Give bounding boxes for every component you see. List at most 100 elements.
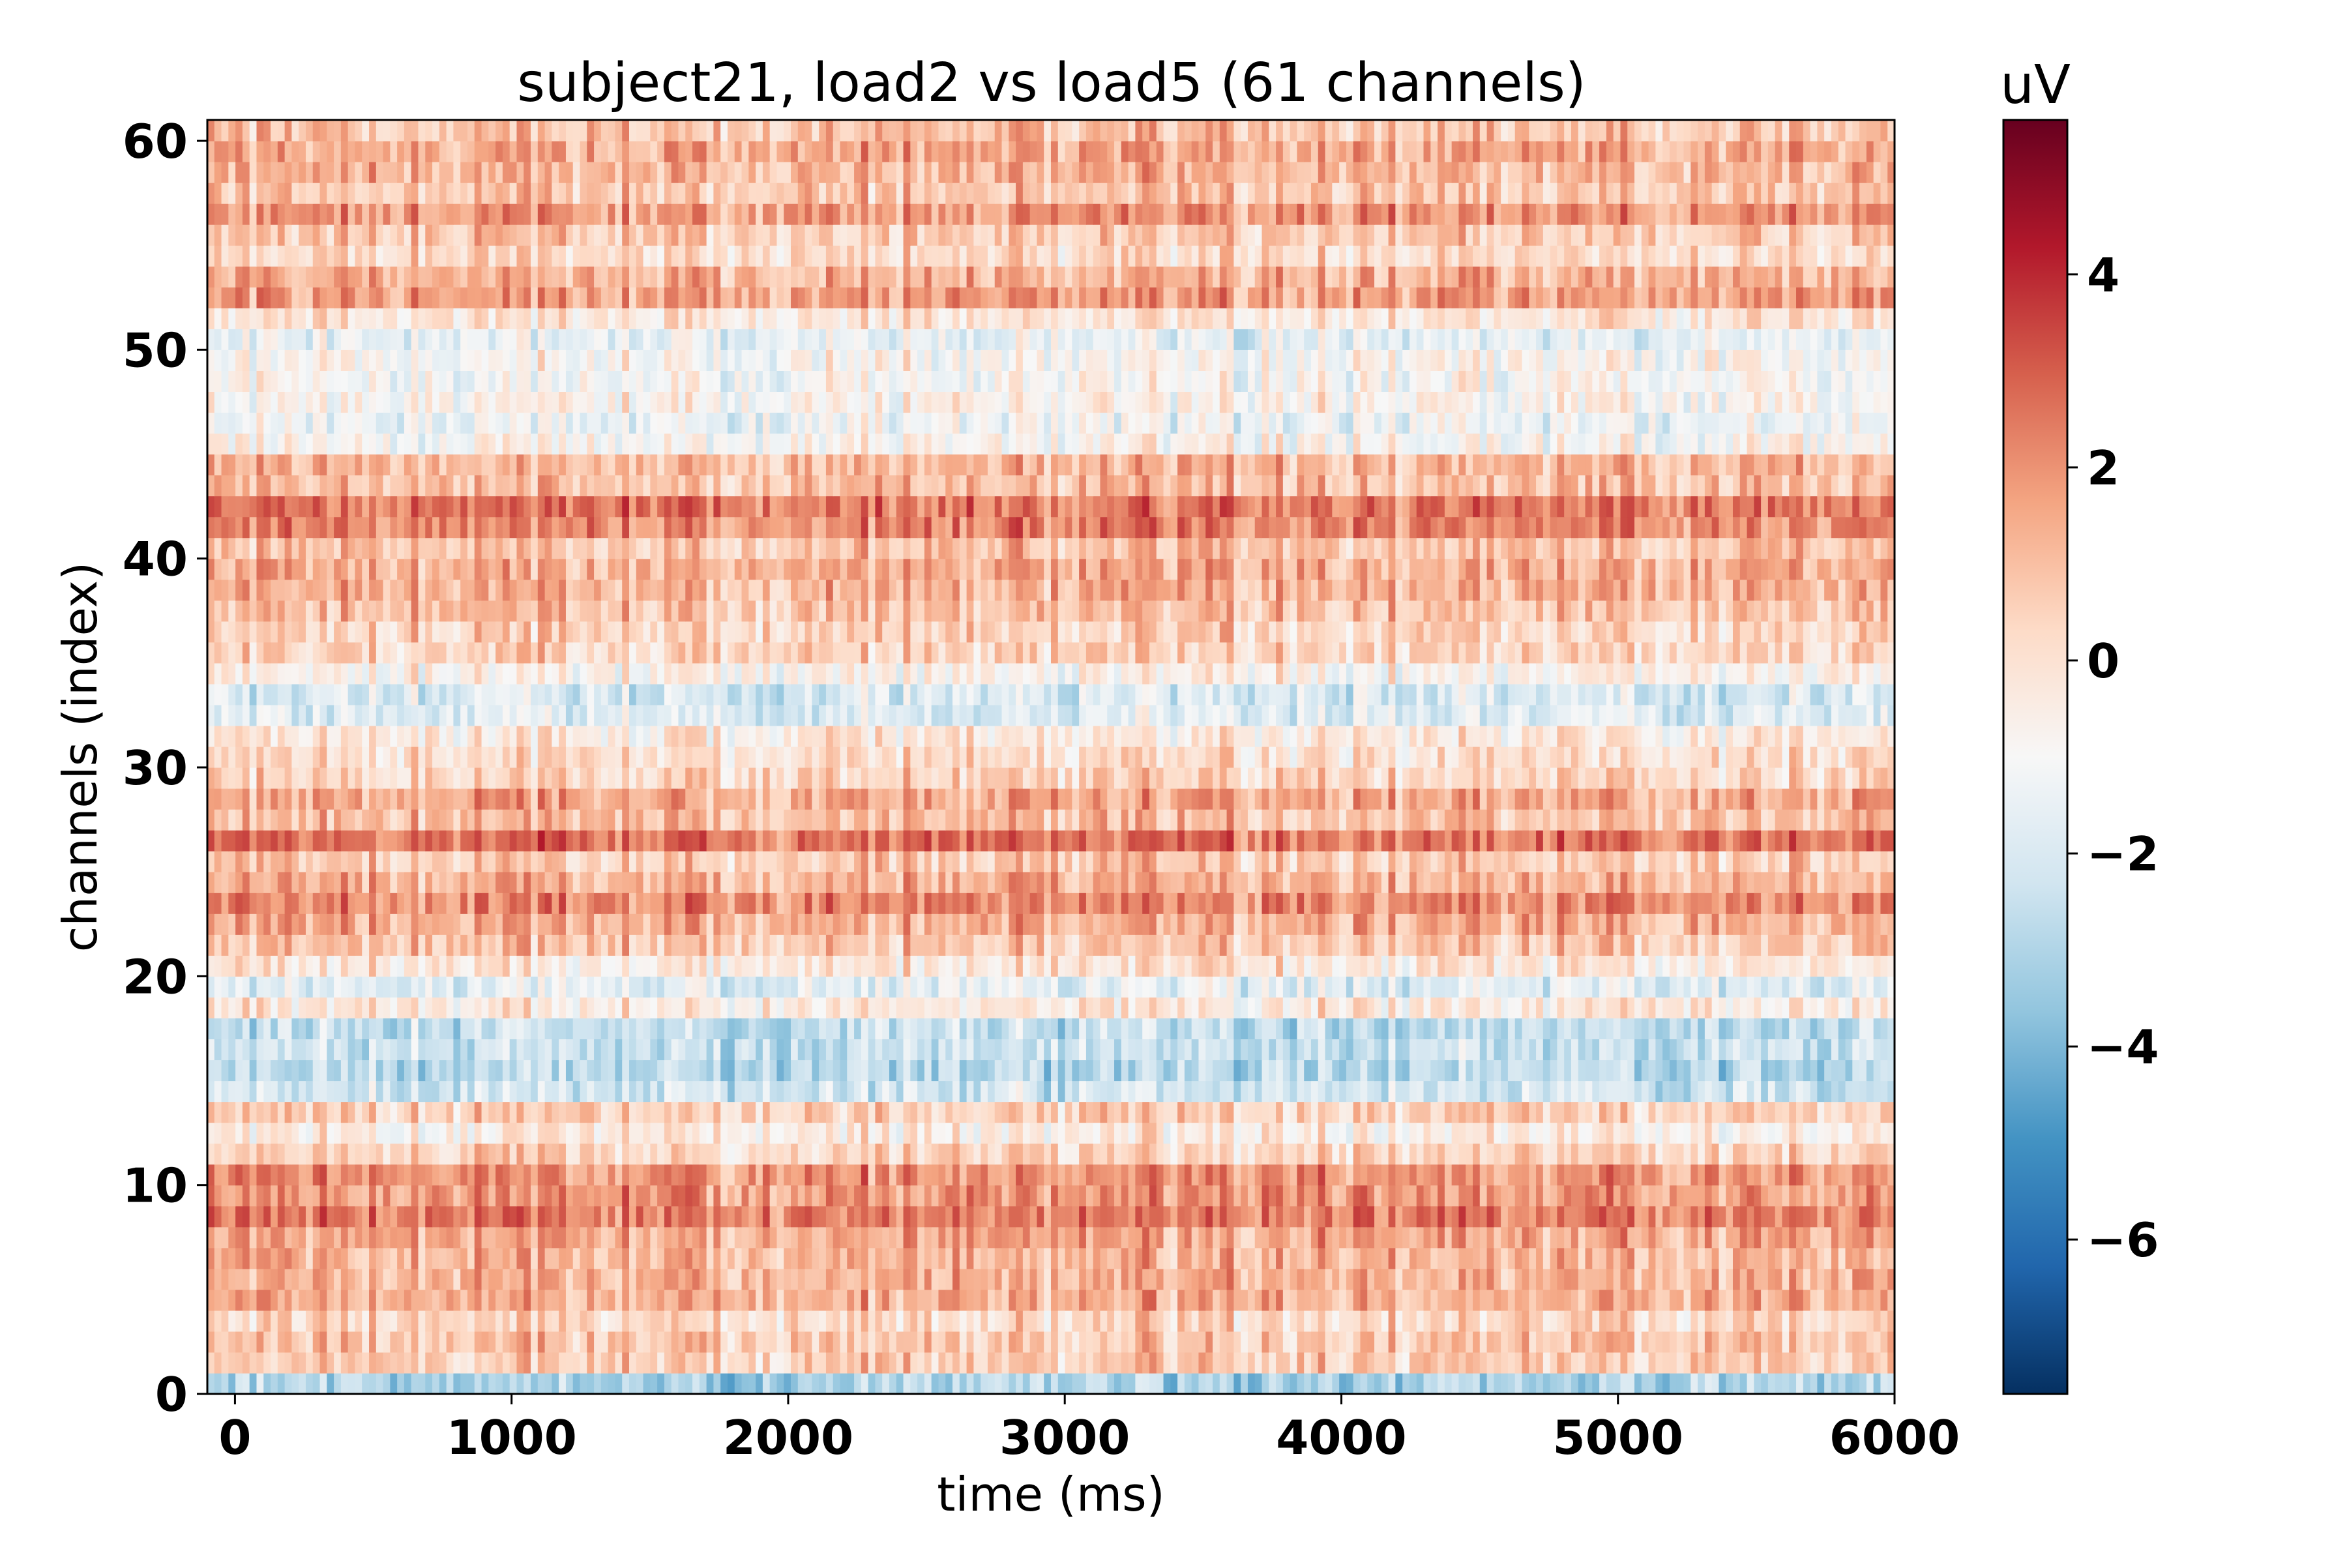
heatmap-cell [1022,1018,1031,1040]
heatmap-cell [1564,1247,1572,1269]
heatmap-cell [1205,1164,1213,1186]
heatmap-cell [334,1143,342,1165]
heatmap-cell [1044,1143,1052,1165]
heatmap-cell [1423,1164,1431,1186]
heatmap-cell [938,1226,946,1249]
heatmap-cell [924,1018,932,1040]
heatmap-cell [1219,1164,1228,1186]
heatmap-cell [235,1122,243,1144]
heatmap-cell [910,1039,918,1061]
heatmap-cell [692,1039,700,1061]
heatmap-cell [776,1143,784,1165]
heatmap-cell [439,1372,447,1395]
heatmap-cell [1241,976,1248,998]
heatmap-cell [524,1352,531,1374]
heatmap-cell [305,1331,314,1353]
heatmap-cell [861,955,869,977]
heatmap-cell [1859,1101,1867,1123]
heatmap-cell [1395,1247,1403,1269]
heatmap-cell [1634,1206,1642,1228]
heatmap-cell [1522,1059,1529,1082]
heatmap-cell [467,976,475,998]
heatmap-cell [981,1331,988,1353]
heatmap-cell [1494,1101,1501,1123]
heatmap-cell [622,1331,630,1353]
heatmap-cell [594,1059,602,1082]
heatmap-cell [1388,1310,1396,1332]
heatmap-cell [221,1331,229,1353]
heatmap-cell [1775,1289,1783,1311]
heatmap-cell [1093,1372,1101,1395]
heatmap-cell [1698,1039,1705,1061]
heatmap-cell [727,1372,735,1395]
heatmap-cell [875,1352,883,1374]
heatmap-cell [1564,976,1572,998]
heatmap-cell [966,1289,974,1311]
heatmap-cell [1044,1059,1052,1082]
heatmap-cell [488,1018,496,1040]
heatmap-cell [804,1059,812,1082]
heatmap-cell [544,1372,552,1395]
heatmap-cell [1318,955,1326,977]
heatmap-cell [305,1310,314,1332]
heatmap-cell [516,1372,524,1395]
heatmap-cell [1065,1310,1072,1332]
heatmap-cell [397,1039,405,1061]
heatmap-cell [1093,1080,1101,1102]
heatmap-cell [791,1226,799,1249]
heatmap-cell [1233,1331,1241,1353]
heatmap-cell [1557,1059,1565,1082]
heatmap-cell [347,1310,356,1332]
heatmap-cell [1739,1164,1748,1186]
heatmap-cell [819,1164,827,1186]
heatmap-cell [981,1206,988,1228]
heatmap-cell [1269,1164,1277,1186]
heatmap-cell [1585,1039,1593,1061]
heatmap-cell [1409,1226,1417,1249]
heatmap-cell [1641,1164,1649,1186]
heatmap-cell [1789,1101,1797,1123]
heatmap-cell [1290,1143,1298,1165]
heatmap-cell [1824,1018,1832,1040]
heatmap-cell [608,1080,616,1102]
heatmap-cell [1325,1039,1333,1061]
heatmap-cell [734,1018,743,1040]
heatmap-cell [524,1247,531,1269]
heatmap-cell [903,1122,911,1144]
heatmap-cell [1613,1039,1621,1061]
heatmap-cell [762,1122,771,1144]
heatmap-cell [650,1206,658,1228]
heatmap-cell [207,1331,215,1353]
heatmap-cell [1297,1059,1305,1082]
heatmap-cell [1219,1206,1228,1228]
heatmap-cell [1564,1331,1572,1353]
heatmap-cell [1072,1372,1080,1395]
heatmap-cell [495,1331,503,1353]
heatmap-cell [1262,1164,1269,1186]
heatmap-cell [713,1122,721,1144]
heatmap-cell [784,1331,791,1353]
heatmap-cell [987,1372,996,1395]
heatmap-cell [1831,1164,1839,1186]
heatmap-cell [1676,1226,1685,1249]
heatmap-cell [327,976,334,998]
heatmap-cell [945,1185,953,1207]
heatmap-cell [1016,1289,1024,1311]
heatmap-cell [973,1352,981,1374]
heatmap-cell [355,1372,362,1395]
heatmap-cell [1641,1122,1649,1144]
heatmap-cell [1627,1122,1635,1144]
heatmap-cell [1107,955,1115,977]
heatmap-cell [959,1372,967,1395]
heatmap-cell [305,976,314,998]
heatmap-cell [1332,1101,1340,1123]
heatmap-cell [650,1164,658,1186]
heatmap-cell [1698,1080,1705,1102]
heatmap-cell [1402,1206,1410,1228]
heatmap-cell [531,1101,539,1123]
heatmap-cell [1606,1226,1614,1249]
heatmap-cell [1332,955,1340,977]
heatmap-cell [1767,1372,1776,1395]
heatmap-cell [214,1164,222,1186]
heatmap-cell [1803,1352,1811,1374]
